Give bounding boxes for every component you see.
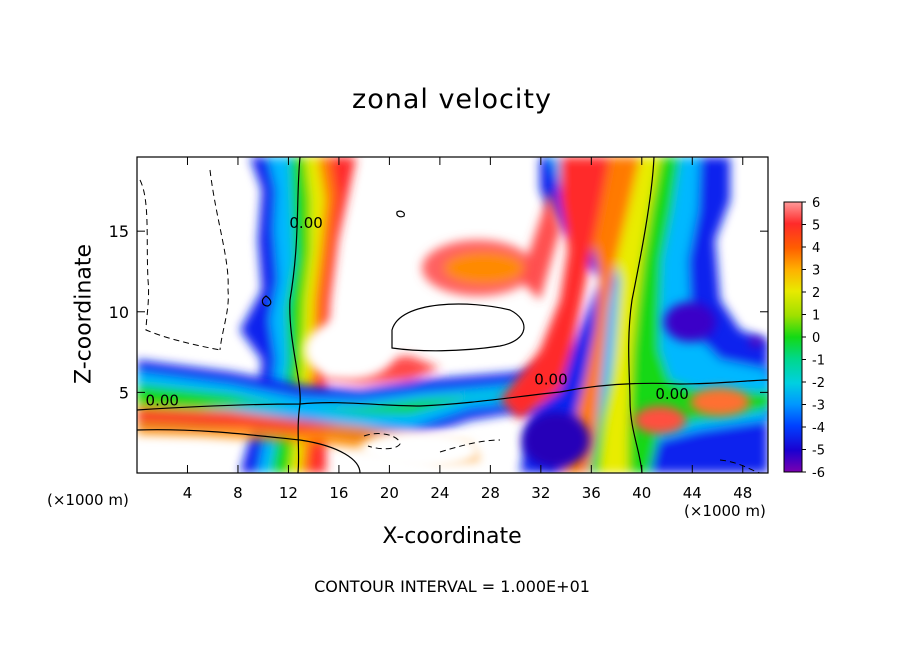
x-origin-unit-label: (×1000 m) [47, 491, 129, 509]
colorbar-tick-label: 6 [812, 196, 820, 211]
velocity-field: 0.00 0.00 0.00 0.00 [137, 157, 768, 473]
colorbar-tick-label: -2 [812, 376, 825, 391]
colorbar-tick-label: -3 [812, 399, 825, 414]
contour-label: 0.00 [655, 385, 688, 403]
x-tick-label: 8 [233, 484, 243, 502]
colorbar-tick-label: 1 [812, 309, 820, 324]
x-tick-label: 20 [380, 484, 399, 502]
y-tick-label: 5 [119, 383, 129, 402]
colorbar-tick-label: 3 [812, 264, 820, 279]
colorbar-tick-label: 4 [812, 241, 820, 256]
contour-label: 0.00 [146, 391, 179, 409]
colorbar-tick-label: 2 [812, 286, 820, 301]
x-tick-label: 12 [279, 484, 298, 502]
x-axis-unit-label: (×1000 m) [684, 502, 766, 520]
x-tick-label: 32 [531, 484, 550, 502]
colorbar-tick-label: -5 [812, 444, 825, 459]
x-tick-label: 44 [683, 484, 702, 502]
colorbar-tick-label: -4 [812, 421, 825, 436]
colorbar-tick-label: 0 [812, 331, 820, 346]
chart-title: zonal velocity [352, 84, 552, 115]
plot-frame [136, 156, 769, 474]
contour-interval-note: CONTOUR INTERVAL = 1.000E+01 [314, 577, 590, 596]
x-tick-label: 16 [329, 484, 348, 502]
x-tick-label: 24 [430, 484, 449, 502]
y-tick-label: 10 [109, 303, 129, 322]
colorbar-tick-label: -1 [812, 354, 825, 369]
x-tick-label: 48 [733, 484, 752, 502]
colorbar: 6 5 4 3 2 1 0 -1 -2 -3 -4 -5 -6 [783, 196, 825, 481]
x-axis-label: X-coordinate [382, 524, 522, 549]
x-tick-label: 4 [183, 484, 193, 502]
contour-label: 0.00 [289, 214, 322, 232]
x-tick-label: 36 [582, 484, 601, 502]
colorbar-tick-label: -6 [812, 466, 825, 481]
colorbar-tick-label: 5 [812, 219, 820, 234]
contour-label: 0.00 [534, 370, 567, 388]
y-tick-label: 15 [109, 222, 129, 241]
x-tick-label: 40 [632, 484, 651, 502]
y-axis-ticks: 5 10 15 [109, 222, 768, 402]
x-tick-label: 28 [481, 484, 500, 502]
x-axis-ticks: 4 8 12 16 20 24 28 32 36 40 44 48 [183, 157, 752, 502]
